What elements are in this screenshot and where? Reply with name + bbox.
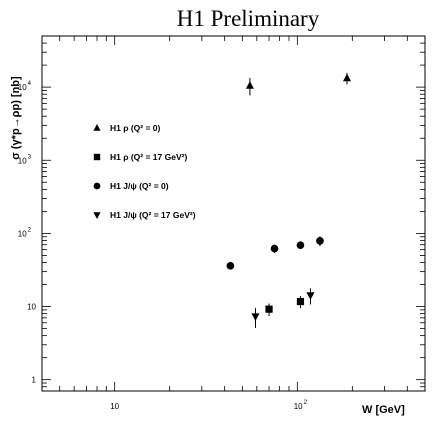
legend-marker — [93, 182, 101, 190]
y-tick-label: 103 — [18, 154, 32, 165]
x-tick-labels: 10 102 — [110, 400, 307, 411]
data-point — [245, 81, 254, 89]
x-tick-label: 10 — [110, 402, 119, 411]
y-tick-label: 104 — [18, 81, 32, 92]
data-point — [296, 241, 305, 250]
legend-marker — [93, 212, 101, 219]
legend-marker — [93, 153, 101, 161]
chart-title: H1 Preliminary — [177, 6, 320, 31]
legend: H1 ρ (Q² = 0) H1 ρ (Q² = 17 GeV²) H1 J/ψ (… — [93, 123, 196, 220]
legend-label: H1 J/ψ (Q² = 17 GeV²) — [110, 210, 196, 220]
legend-label: H1 J/ψ (Q² = 0) — [110, 181, 169, 191]
x-tick-label: 102 — [294, 400, 308, 411]
data-point — [316, 237, 324, 245]
y-axis-label: σ (γ*p→ρp) [nb] — [10, 76, 22, 160]
x-axis-label: W [GeV] — [362, 404, 405, 416]
y-tick-label: 102 — [18, 227, 32, 238]
legend-label: H1 ρ (Q² = 17 GeV²) — [110, 152, 187, 162]
data-point — [226, 262, 235, 270]
y-tick-label: 1 — [32, 376, 37, 385]
data-point — [251, 313, 260, 322]
data-point — [296, 297, 305, 306]
data-point — [265, 305, 273, 313]
y-tick-labels: 1 10 102 103 104 — [18, 81, 37, 385]
legend-label: H1 ρ (Q² = 0) — [110, 123, 161, 133]
legend-marker — [93, 124, 101, 131]
data-point — [270, 244, 279, 253]
plot-axes — [41, 35, 426, 392]
data-point — [306, 292, 315, 300]
axis-ticks — [41, 35, 426, 392]
data-point — [342, 73, 352, 82]
plot-frame — [41, 35, 426, 392]
y-tick-label: 10 — [27, 303, 36, 312]
data-points — [226, 72, 352, 328]
